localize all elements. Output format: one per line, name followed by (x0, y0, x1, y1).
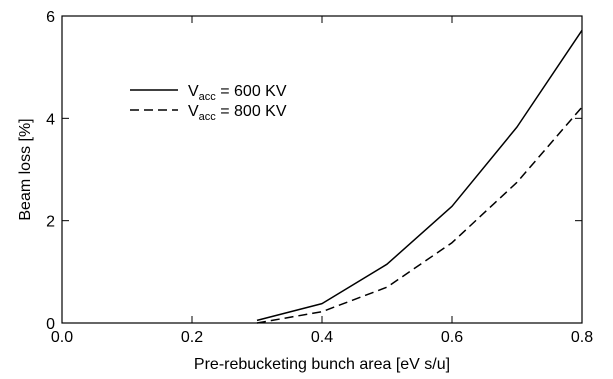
y-tick-label: 4 (46, 111, 55, 128)
y-tick-label: 0 (46, 316, 55, 333)
y-tick-label: 2 (46, 214, 55, 231)
x-tick-label: 0.8 (571, 329, 593, 346)
plot-frame (62, 16, 582, 323)
x-tick-label: 0.2 (181, 329, 203, 346)
y-tick-label: 6 (46, 9, 55, 26)
x-tick-label: 0.4 (311, 329, 333, 346)
legend-label-1: Vacc = 600 KV (188, 83, 287, 103)
x-tick-label: 0.6 (441, 329, 463, 346)
series-line-1 (257, 30, 582, 320)
series-line-2 (257, 107, 582, 323)
y-axis-label: Beam loss [%] (17, 118, 34, 220)
x-axis-label: Pre-rebucketing bunch area [eV s/u] (194, 356, 450, 373)
legend-label-2: Vacc = 800 KV (188, 103, 287, 123)
